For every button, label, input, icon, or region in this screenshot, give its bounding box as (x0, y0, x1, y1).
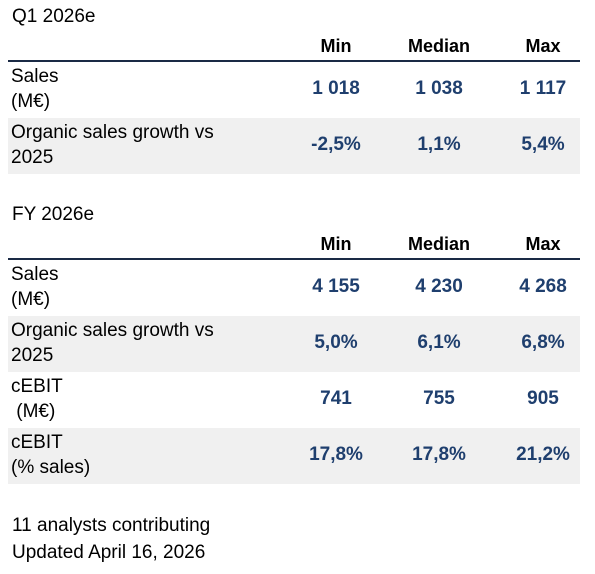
value-max: 4 268 (519, 276, 567, 297)
value-min: 17,8% (309, 444, 363, 465)
row-label-line1: Organic sales growth vs (11, 320, 214, 341)
value-median: 1,1% (417, 134, 461, 155)
row-label-line1: Organic sales growth vs (11, 122, 214, 143)
value-median: 755 (423, 388, 455, 409)
q1-row-organic-growth: Organic sales growth vs 2025 -2,5% 1,1% … (8, 118, 580, 174)
value-median: 6,1% (417, 332, 461, 353)
value-max: 5,4% (521, 134, 565, 155)
fy-header-min: Min (320, 234, 352, 254)
row-label-line2: (M€) (11, 91, 51, 112)
fy-row-organic-growth: Organic sales growth vs 2025 5,0% 6,1% 6… (8, 316, 580, 372)
row-label-line2: 2025 (11, 345, 54, 366)
row-label: Organic sales growth vs 2025 (11, 120, 271, 170)
value-median: 17,8% (412, 444, 466, 465)
analysts-count: 11 analysts contributing (12, 515, 211, 536)
fy-row-cebit-margin: cEBIT (% sales) 17,8% 17,8% 21,2% (8, 428, 580, 484)
q1-header-median: Median (407, 36, 470, 56)
q1-header-row: Min Median Max (8, 34, 580, 62)
q1-consensus-table: Min Median Max Sales (M€) 1 018 1 038 1 … (8, 34, 580, 174)
row-label: Sales (M€) (11, 262, 271, 312)
row-label: Organic sales growth vs 2025 (11, 318, 271, 368)
row-label-line2: (% sales) (11, 457, 91, 478)
fy-consensus-table: Min Median Max Sales (M€) 4 155 4 230 4 … (8, 232, 580, 484)
row-label-line1: cEBIT (11, 432, 63, 453)
value-median: 4 230 (415, 276, 463, 297)
q1-row-sales: Sales (M€) 1 018 1 038 1 117 (8, 62, 580, 118)
fy-header-median: Median (407, 234, 470, 254)
updated-date: Updated April 16, 2026 (12, 542, 206, 563)
fy-header-row: Min Median Max (8, 232, 580, 260)
value-min: 5,0% (314, 332, 358, 353)
value-min: -2,5% (311, 134, 361, 155)
row-label: cEBIT (M€) (11, 374, 271, 424)
value-max: 1 117 (519, 78, 567, 99)
value-min: 1 018 (312, 78, 360, 99)
fy-section-title: FY 2026e (12, 204, 95, 225)
q1-header-max: Max (525, 36, 561, 56)
row-label-line1: Sales (11, 264, 59, 285)
row-label: Sales (M€) (11, 64, 271, 114)
row-label-line1: cEBIT (11, 376, 63, 397)
fy-row-sales: Sales (M€) 4 155 4 230 4 268 (8, 260, 580, 316)
row-label: cEBIT (% sales) (11, 430, 271, 480)
row-label-line2: (M€) (11, 289, 51, 310)
value-max: 21,2% (516, 444, 570, 465)
fy-header-max: Max (525, 234, 561, 254)
row-label-line2: (M€) (11, 401, 56, 422)
value-max: 6,8% (521, 332, 565, 353)
row-label-line2: 2025 (11, 147, 54, 168)
fy-row-cebit: cEBIT (M€) 741 755 905 (8, 372, 580, 428)
value-max: 905 (527, 388, 559, 409)
q1-section-title: Q1 2026e (12, 6, 96, 27)
value-median: 1 038 (415, 78, 463, 99)
value-min: 4 155 (312, 276, 360, 297)
q1-header-min: Min (320, 36, 352, 56)
row-label-line1: Sales (11, 66, 59, 87)
value-min: 741 (320, 388, 352, 409)
